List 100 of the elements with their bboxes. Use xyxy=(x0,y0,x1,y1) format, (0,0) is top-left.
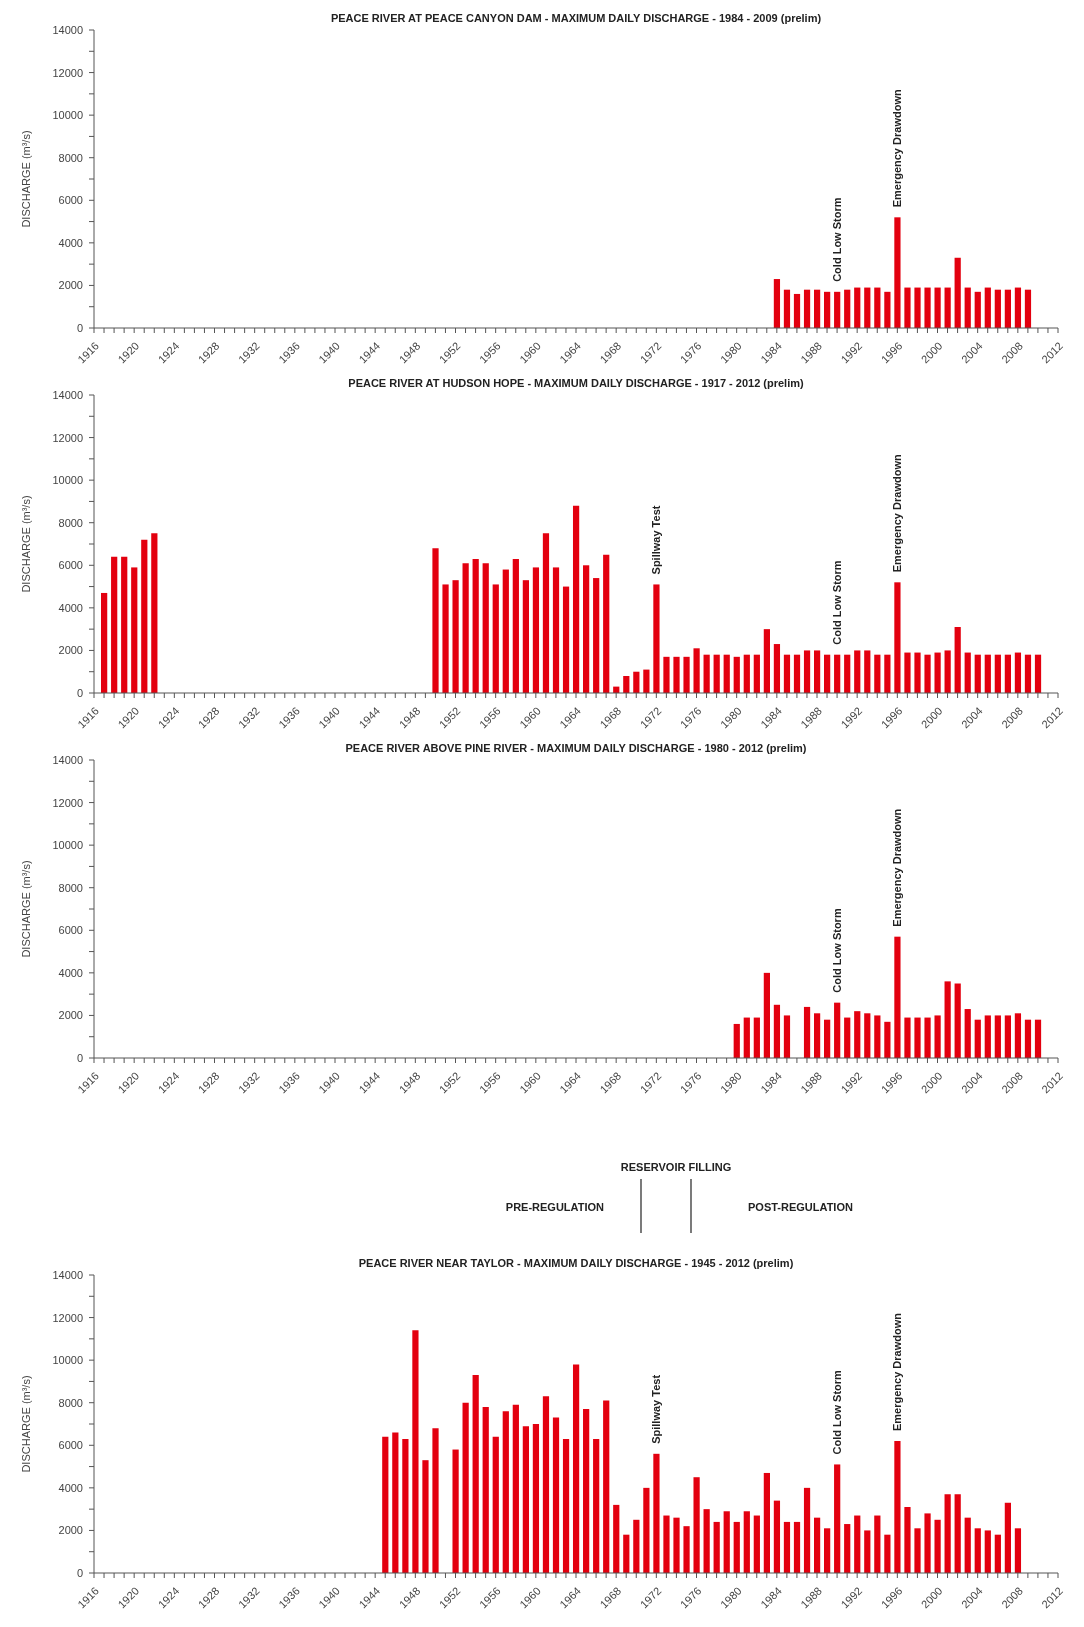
bar xyxy=(894,582,901,693)
bar xyxy=(1034,1019,1042,1058)
annotation: Emergency Drawdown xyxy=(891,89,904,208)
bar xyxy=(412,1330,419,1573)
bar xyxy=(442,584,449,693)
bar xyxy=(723,654,730,693)
bar xyxy=(532,567,540,693)
bar xyxy=(844,1524,851,1573)
bar xyxy=(1024,289,1032,328)
bar xyxy=(1004,289,1011,328)
bar xyxy=(964,1009,971,1058)
bar xyxy=(432,548,439,693)
bar xyxy=(974,1528,981,1573)
bar xyxy=(894,217,901,328)
y-tick-label: 2000 xyxy=(58,279,83,292)
bar xyxy=(934,1015,941,1058)
bar xyxy=(854,287,861,328)
bar xyxy=(994,289,1001,328)
bar xyxy=(492,584,499,693)
y-tick-label: 12000 xyxy=(52,1311,83,1324)
bar xyxy=(954,257,961,328)
bar xyxy=(864,650,871,693)
bar xyxy=(994,654,1001,693)
bar xyxy=(914,287,921,328)
bar xyxy=(924,287,931,328)
bar xyxy=(1014,1528,1022,1573)
bar xyxy=(703,1509,710,1573)
y-tick-label: 14000 xyxy=(52,754,83,766)
bar xyxy=(1014,287,1022,328)
bar xyxy=(753,654,760,693)
bar xyxy=(753,1515,760,1573)
bar xyxy=(562,1438,570,1573)
bar xyxy=(773,1004,781,1058)
bar xyxy=(834,1002,841,1058)
bar xyxy=(944,1494,951,1573)
bar xyxy=(924,654,931,693)
bar xyxy=(793,293,801,328)
bar xyxy=(623,675,630,693)
bar xyxy=(743,1017,750,1058)
chart-title: PEACE RIVER AT HUDSON HOPE - MAXIMUM DAILY DISCHARGE - 1917 - 2012 (prelim) xyxy=(347,377,805,389)
bar xyxy=(482,563,489,693)
bar xyxy=(1034,654,1042,693)
bar xyxy=(512,1404,519,1573)
bar xyxy=(633,1519,640,1573)
annotation: Emergency Drawdown xyxy=(891,454,904,573)
bar xyxy=(512,558,519,693)
bar xyxy=(874,1015,881,1058)
bar xyxy=(984,287,991,328)
bar xyxy=(542,1396,550,1573)
bar xyxy=(874,1515,881,1573)
bar xyxy=(984,1015,991,1058)
y-tick-label: 4000 xyxy=(58,236,83,249)
y-axis-title: DISCHARGE (m³/s) xyxy=(19,495,32,593)
bar xyxy=(994,1534,1001,1573)
bar xyxy=(773,279,781,328)
bar xyxy=(834,1464,841,1573)
bar xyxy=(1004,1502,1011,1573)
annotation: Cold Low Storm xyxy=(831,197,844,282)
bar xyxy=(392,1432,399,1573)
bar xyxy=(482,1406,489,1573)
bar xyxy=(813,1517,821,1573)
bar xyxy=(583,1409,590,1573)
bar xyxy=(914,652,921,693)
bar xyxy=(583,565,590,693)
bar xyxy=(864,1013,871,1058)
bar xyxy=(522,1426,529,1573)
annotation: Emergency Drawdown xyxy=(891,808,904,927)
bar xyxy=(813,650,821,693)
bar xyxy=(643,669,650,693)
bar xyxy=(954,627,961,693)
y-tick-label: 2000 xyxy=(58,644,83,657)
bar xyxy=(111,556,118,693)
bar xyxy=(572,1364,580,1573)
bar xyxy=(733,656,740,693)
bar xyxy=(884,654,891,693)
bar xyxy=(783,654,791,693)
bar xyxy=(422,1460,429,1573)
bar xyxy=(1024,654,1032,693)
bar xyxy=(844,1017,851,1058)
bar xyxy=(864,287,871,328)
bar xyxy=(944,981,951,1058)
bar xyxy=(653,1453,660,1573)
bar xyxy=(954,983,961,1058)
bar xyxy=(904,287,911,328)
bar xyxy=(984,654,991,693)
y-tick-label: 10000 xyxy=(52,839,83,852)
bar xyxy=(562,586,570,693)
bar xyxy=(824,1019,831,1058)
bar xyxy=(904,1017,911,1058)
bar xyxy=(703,654,710,693)
bar xyxy=(773,644,781,693)
bar xyxy=(964,287,971,328)
bar xyxy=(763,972,770,1058)
y-tick-label: 4000 xyxy=(58,1481,83,1494)
bar xyxy=(462,563,469,693)
bar xyxy=(753,1017,760,1058)
bar xyxy=(603,1400,610,1573)
y-tick-label: 14000 xyxy=(52,1269,83,1281)
bar xyxy=(131,567,138,693)
bar xyxy=(934,287,941,328)
